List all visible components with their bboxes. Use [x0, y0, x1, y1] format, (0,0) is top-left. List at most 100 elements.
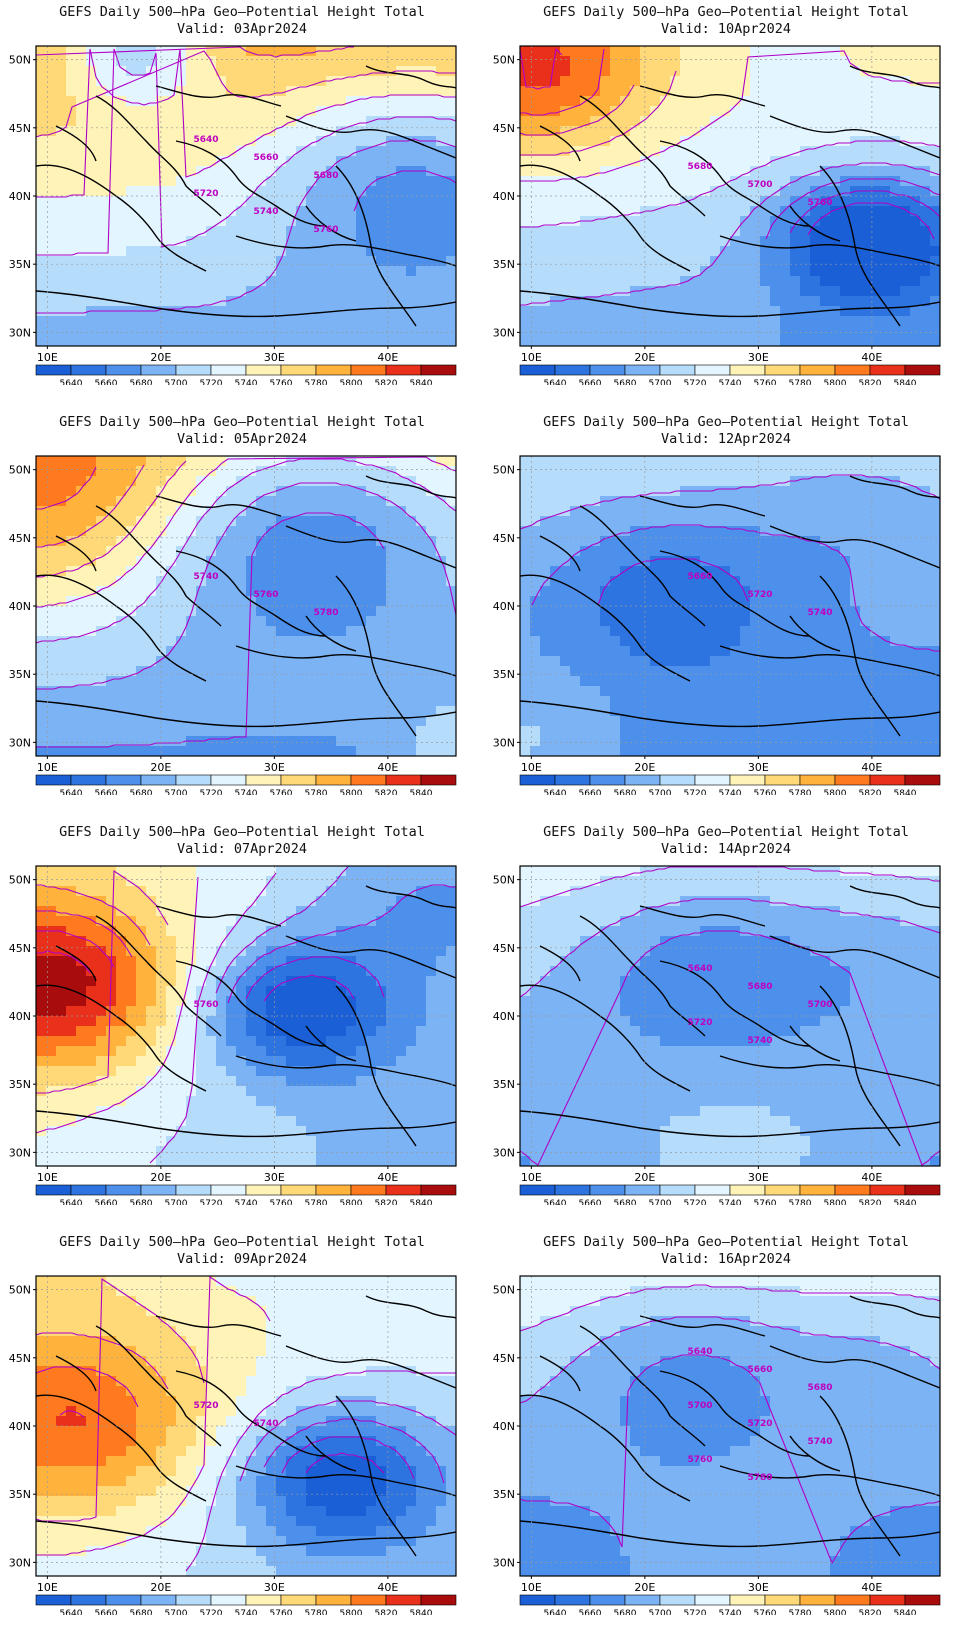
- lat-tick-label: 50N: [493, 874, 515, 887]
- colorbar-level-label: 5760: [754, 379, 777, 385]
- lat-tick-label: 45N: [493, 122, 515, 135]
- lat-tick-label: 35N: [9, 258, 31, 271]
- colorbar-level-label: 5800: [824, 1199, 847, 1205]
- colorbar-level-label: 5640: [60, 1609, 83, 1615]
- colorbar-level-label: 5780: [789, 379, 812, 385]
- contour-label: 5760: [807, 198, 832, 208]
- colorbar-level-label: 5640: [544, 789, 567, 795]
- lon-tick-label: 40E: [377, 1581, 398, 1594]
- colorbar-level-label: 5640: [544, 1609, 567, 1615]
- panel-title: GEFS Daily 500–hPa Geo–Potential Height …: [59, 414, 425, 430]
- lat-tick-label: 30N: [493, 736, 515, 749]
- lat-tick-label: 45N: [9, 532, 31, 545]
- map-panel: GEFS Daily 500–hPa Geo–Potential Height …: [2, 0, 482, 410]
- lat-tick-label: 35N: [493, 1488, 515, 1501]
- colorbar-level-label: 5800: [340, 379, 363, 385]
- colorbar: 5640 5660 5680 5700 5720 5740 5760 5780 5800 5820…: [35, 364, 457, 385]
- lat-tick-label: 40N: [9, 1010, 31, 1023]
- filled-contours: [36, 46, 456, 346]
- lat-tick-label: 45N: [493, 942, 515, 955]
- contour-label: 5720: [193, 1401, 218, 1411]
- colorbar-level-label: 5680: [130, 789, 153, 795]
- colorbar-level-label: 5820: [375, 1199, 398, 1205]
- contour-lines: [36, 866, 456, 1164]
- lat-tick-label: 50N: [9, 1284, 31, 1297]
- lon-tick-label: 20E: [150, 1581, 171, 1594]
- colorbar-level-label: 5840: [894, 789, 917, 795]
- contour-lines: [520, 866, 940, 1166]
- lat-tick-label: 30N: [493, 326, 515, 339]
- coastlines: [520, 65, 940, 327]
- grid-lines: [36, 456, 456, 756]
- colorbar-level-label: 5740: [719, 379, 742, 385]
- filled-contours: [36, 1276, 456, 1576]
- lon-tick-label: 10E: [521, 761, 542, 774]
- colorbar-level-label: 5760: [754, 789, 777, 795]
- map-panel: GEFS Daily 500–hPa Geo–Potential Height …: [486, 0, 964, 410]
- lon-tick-label: 10E: [37, 351, 58, 364]
- colorbar-level-label: 5820: [859, 1609, 882, 1615]
- lon-tick-label: 20E: [150, 1171, 171, 1184]
- panel-valid-date: Valid: 09Apr2024: [176, 1251, 308, 1267]
- colorbar-level-label: 5700: [649, 789, 672, 795]
- colorbar-level-label: 5840: [894, 1609, 917, 1615]
- contour-label: 5740: [747, 1036, 772, 1046]
- filled-contours: [36, 456, 456, 756]
- lon-tick-label: 20E: [150, 761, 171, 774]
- map-panel: GEFS Daily 500–hPa Geo–Potential Height …: [2, 410, 482, 820]
- contour-label: 5780: [313, 608, 338, 618]
- lon-tick-label: 20E: [634, 761, 655, 774]
- panel-valid-date: Valid: 16Apr2024: [660, 1251, 792, 1267]
- contour-label: 5720: [193, 189, 218, 199]
- colorbar-level-label: 5720: [200, 1199, 223, 1205]
- colorbar-level-label: 5840: [894, 379, 917, 385]
- colorbar-level-label: 5660: [579, 1609, 602, 1615]
- colorbar-level-label: 5660: [95, 1199, 118, 1205]
- lat-tick-label: 45N: [9, 1352, 31, 1365]
- contour-label: 5760: [687, 1455, 712, 1465]
- colorbar-level-label: 5800: [824, 789, 847, 795]
- lon-tick-label: 20E: [634, 1171, 655, 1184]
- colorbar-level-label: 5720: [684, 789, 707, 795]
- lat-tick-label: 30N: [9, 1146, 31, 1159]
- colorbar-level-label: 5780: [305, 379, 328, 385]
- panel-title: GEFS Daily 500–hPa Geo–Potential Height …: [543, 4, 909, 20]
- lon-tick-label: 40E: [861, 1171, 882, 1184]
- colorbar-level-label: 5720: [200, 379, 223, 385]
- lon-tick-label: 30E: [264, 1581, 285, 1594]
- lat-tick-label: 30N: [9, 326, 31, 339]
- colorbar-level-label: 5700: [165, 789, 188, 795]
- colorbar: 5640 5660 5680 5700 5720 5740 5760 5780 5800 5820…: [35, 1594, 457, 1615]
- contour-lines: [36, 1276, 456, 1572]
- colorbar-level-label: 5660: [95, 379, 118, 385]
- colorbar-level-label: 5760: [270, 379, 293, 385]
- colorbar-level-label: 5640: [544, 1199, 567, 1205]
- lon-tick-label: 40E: [377, 1171, 398, 1184]
- lon-tick-label: 30E: [748, 761, 769, 774]
- contour-label: 5740: [807, 1437, 832, 1447]
- panel-valid-date: Valid: 14Apr2024: [660, 841, 792, 857]
- lat-tick-label: 50N: [493, 464, 515, 477]
- colorbar-level-label: 5800: [340, 1609, 363, 1615]
- colorbar-level-label: 5780: [789, 1199, 812, 1205]
- colorbar: 5640 5660 5680 5700 5720 5740 5760 5780 5800 5820…: [519, 364, 941, 385]
- contour-label: 5680: [313, 171, 338, 181]
- panel-valid-date: Valid: 12Apr2024: [660, 431, 792, 447]
- colorbar-level-label: 5760: [270, 1609, 293, 1615]
- contour-lines: [36, 46, 456, 314]
- lat-tick-label: 35N: [493, 1078, 515, 1091]
- coastlines: [520, 885, 940, 1147]
- colorbar-level-label: 5680: [130, 379, 153, 385]
- lon-tick-label: 10E: [521, 351, 542, 364]
- colorbar: 5640 5660 5680 5700 5720 5740 5760 5780 5800 5820…: [35, 774, 457, 795]
- colorbar-level-label: 5720: [684, 1609, 707, 1615]
- lat-tick-label: 40N: [493, 600, 515, 613]
- colorbar-level-label: 5840: [410, 379, 433, 385]
- colorbar-level-label: 5700: [165, 1199, 188, 1205]
- contour-lines: [520, 1284, 940, 1565]
- contour-label: 5780: [747, 1473, 772, 1483]
- colorbar-level-label: 5680: [614, 379, 637, 385]
- lat-tick-label: 50N: [9, 464, 31, 477]
- lon-tick-label: 40E: [377, 761, 398, 774]
